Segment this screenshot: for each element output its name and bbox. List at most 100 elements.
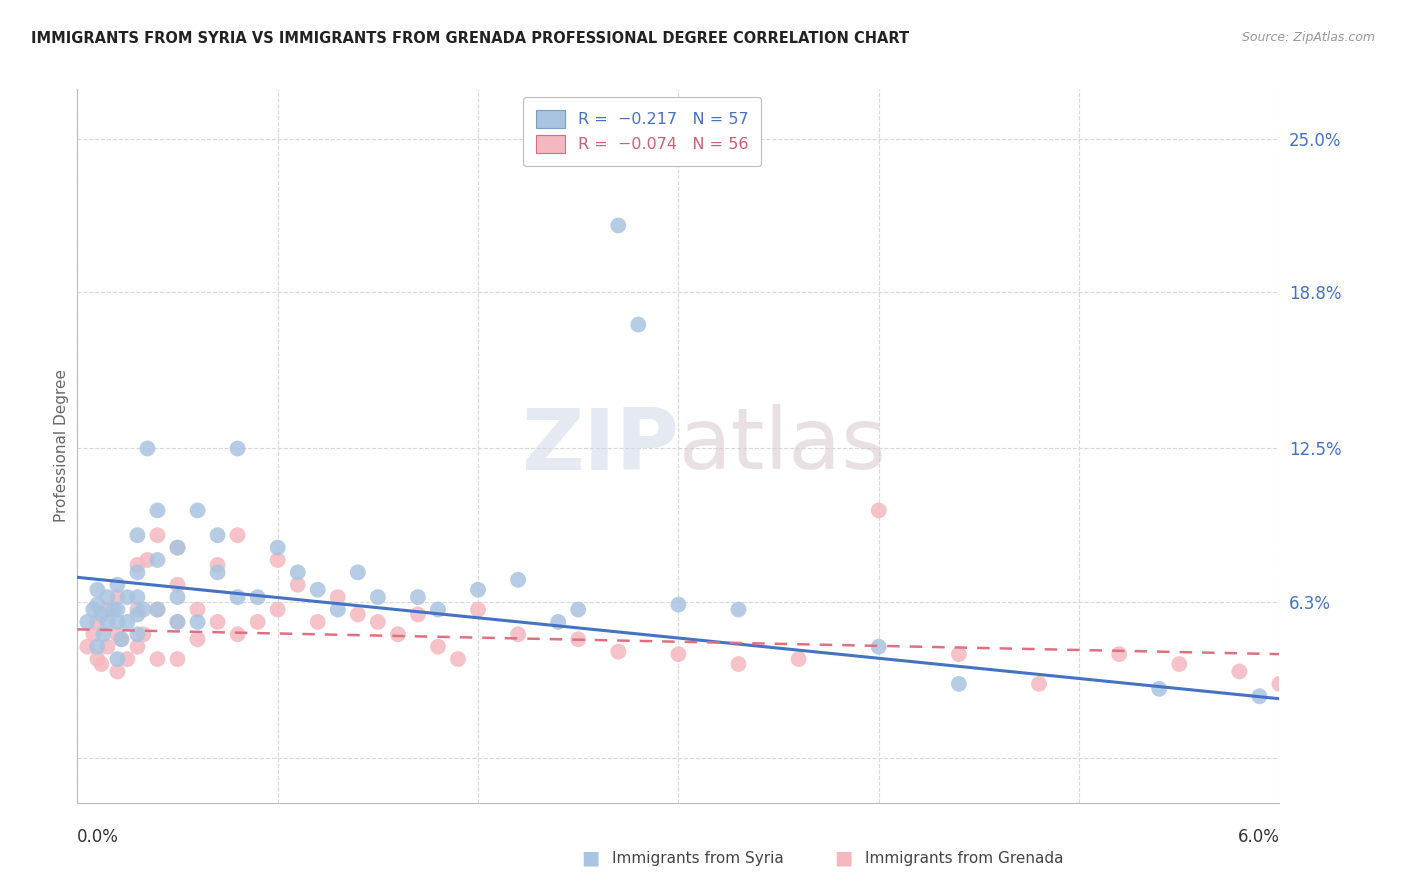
Point	[166, 615, 188, 629]
Point	[146, 503, 169, 517]
Point	[146, 528, 169, 542]
Point	[76, 640, 98, 654]
Point	[226, 442, 249, 456]
Point	[166, 652, 188, 666]
Point	[267, 541, 290, 555]
Point	[307, 615, 329, 629]
Point	[467, 602, 489, 616]
Point	[287, 578, 309, 592]
Point	[948, 677, 970, 691]
Point	[207, 615, 229, 629]
Point	[226, 528, 249, 542]
Point	[127, 590, 149, 604]
Point	[96, 590, 118, 604]
Point	[326, 590, 349, 604]
Point	[187, 615, 209, 629]
Point	[427, 640, 450, 654]
Point	[82, 602, 104, 616]
Text: Immigrants from Grenada: Immigrants from Grenada	[865, 851, 1063, 865]
Point	[868, 640, 890, 654]
Point	[246, 590, 269, 604]
Text: Immigrants from Syria: Immigrants from Syria	[612, 851, 783, 865]
Point	[107, 578, 129, 592]
Point	[226, 590, 249, 604]
Point	[207, 558, 229, 572]
Point	[93, 627, 115, 641]
Point	[103, 602, 125, 616]
Text: 6.0%: 6.0%	[1237, 828, 1279, 846]
Point	[207, 528, 229, 542]
Point	[948, 647, 970, 661]
Point	[166, 541, 188, 555]
Point	[727, 657, 749, 671]
Point	[127, 566, 149, 580]
Point	[367, 615, 389, 629]
Point	[347, 566, 370, 580]
Point	[347, 607, 370, 622]
Point	[110, 632, 132, 647]
Text: ■: ■	[834, 848, 853, 868]
Point	[607, 645, 630, 659]
Point	[82, 627, 104, 641]
Point	[607, 219, 630, 233]
Point	[567, 602, 589, 616]
Point	[127, 602, 149, 616]
Point	[86, 615, 108, 629]
Point	[207, 566, 229, 580]
Point	[86, 582, 108, 597]
Point	[287, 566, 309, 580]
Y-axis label: Professional Degree: Professional Degree	[53, 369, 69, 523]
Text: atlas: atlas	[679, 404, 886, 488]
Point	[117, 615, 139, 629]
Point	[187, 632, 209, 647]
Point	[166, 615, 188, 629]
Point	[547, 615, 569, 629]
Point	[367, 590, 389, 604]
Point	[96, 640, 118, 654]
Point	[1028, 677, 1050, 691]
Point	[107, 627, 129, 641]
Point	[107, 602, 129, 616]
Point	[86, 652, 108, 666]
Point	[127, 607, 149, 622]
Point	[406, 607, 429, 622]
Point	[96, 615, 118, 629]
Point	[166, 590, 188, 604]
Legend: R =  −0.217   N = 57, R =  −0.074   N = 56: R = −0.217 N = 57, R = −0.074 N = 56	[523, 97, 761, 166]
Point	[1149, 681, 1171, 696]
Point	[127, 627, 149, 641]
Point	[567, 632, 589, 647]
Point	[146, 602, 169, 616]
Point	[508, 573, 530, 587]
Point	[132, 602, 155, 616]
Point	[1108, 647, 1130, 661]
Point	[146, 602, 169, 616]
Text: ■: ■	[581, 848, 600, 868]
Point	[387, 627, 409, 641]
Point	[146, 553, 169, 567]
Text: IMMIGRANTS FROM SYRIA VS IMMIGRANTS FROM GRENADA PROFESSIONAL DEGREE CORRELATION: IMMIGRANTS FROM SYRIA VS IMMIGRANTS FROM…	[31, 31, 910, 46]
Point	[1268, 677, 1291, 691]
Point	[447, 652, 470, 666]
Point	[668, 647, 690, 661]
Point	[90, 657, 112, 671]
Text: ZIP: ZIP	[520, 404, 679, 488]
Point	[307, 582, 329, 597]
Point	[166, 578, 188, 592]
Point	[406, 590, 429, 604]
Point	[727, 602, 749, 616]
Point	[668, 598, 690, 612]
Point	[1249, 690, 1271, 704]
Point	[117, 652, 139, 666]
Point	[86, 640, 108, 654]
Point	[508, 627, 530, 641]
Text: Source: ZipAtlas.com: Source: ZipAtlas.com	[1241, 31, 1375, 45]
Point	[96, 602, 118, 616]
Point	[187, 602, 209, 616]
Point	[136, 553, 159, 567]
Point	[127, 640, 149, 654]
Point	[267, 553, 290, 567]
Text: 0.0%: 0.0%	[77, 828, 120, 846]
Point	[127, 558, 149, 572]
Point	[1229, 665, 1251, 679]
